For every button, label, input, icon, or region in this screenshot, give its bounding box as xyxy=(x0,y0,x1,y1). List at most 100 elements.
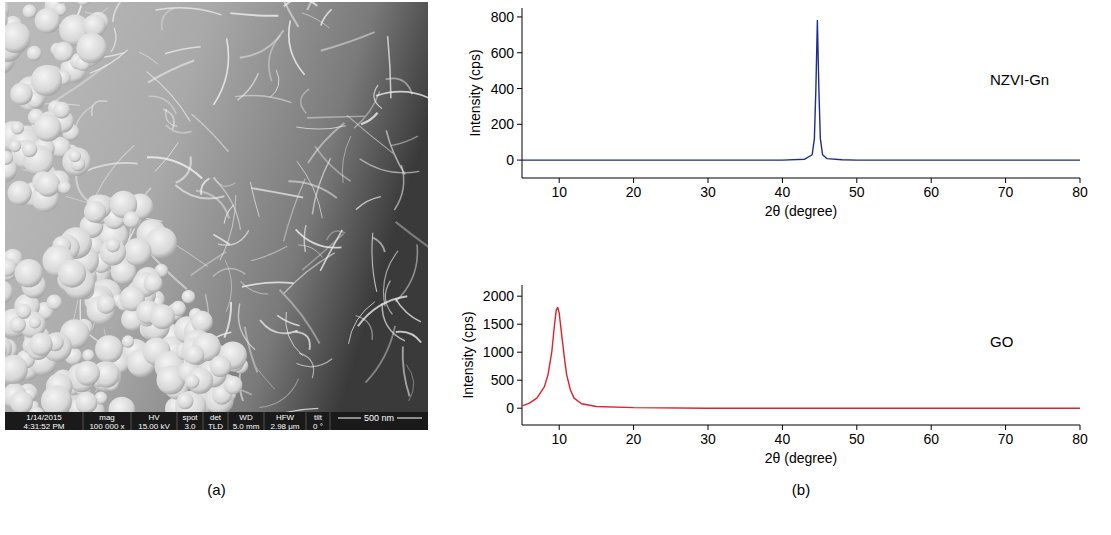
particle xyxy=(9,317,25,333)
y-tick-label: 2000 xyxy=(483,288,514,304)
flake xyxy=(155,143,178,172)
sem-image xyxy=(5,2,428,412)
y-tick-label: 200 xyxy=(491,116,515,132)
particle xyxy=(29,317,41,329)
flake xyxy=(235,96,291,103)
particle xyxy=(97,295,116,314)
particle xyxy=(31,65,62,96)
x-tick xyxy=(856,425,857,430)
flake xyxy=(256,367,275,389)
flake xyxy=(391,136,418,146)
flake xyxy=(396,332,421,343)
info-text: 5.0 mm xyxy=(233,422,260,431)
particle xyxy=(224,376,243,395)
flake xyxy=(307,116,365,118)
x-tick-label: 30 xyxy=(700,431,716,447)
x-tick-label: 60 xyxy=(923,431,939,447)
chart: 050010001500200010203040506070802θ (degr… xyxy=(460,285,1088,466)
figure: 1/14/20154:31:52 PMmag100 000 xHV15.00 k… xyxy=(0,0,1111,535)
flake xyxy=(277,315,299,325)
y-tick-label: 0 xyxy=(506,152,514,168)
particle xyxy=(122,335,134,347)
flake xyxy=(252,188,303,197)
y-tick-label: 1000 xyxy=(483,344,514,360)
flake xyxy=(284,2,317,6)
particle xyxy=(124,238,152,266)
particle xyxy=(9,140,21,152)
x-tick xyxy=(633,425,634,430)
flake xyxy=(302,13,330,28)
particle xyxy=(5,151,13,165)
info-text: 100 000 x xyxy=(89,422,124,431)
flake xyxy=(373,238,385,252)
y-tick xyxy=(517,16,522,17)
flake xyxy=(299,353,313,378)
x-axis-title: 2θ (degree) xyxy=(765,450,837,466)
particle xyxy=(22,142,38,158)
legend-label: NZVI-Gn xyxy=(990,71,1049,88)
info-text: 3.0 xyxy=(184,422,196,431)
info-divider xyxy=(264,412,265,430)
y-tick-label: 1500 xyxy=(483,316,514,332)
y-tick xyxy=(517,324,522,325)
flake xyxy=(396,299,421,322)
flake xyxy=(148,60,194,82)
flake xyxy=(238,303,255,349)
info-text: TLD xyxy=(208,422,223,431)
flake xyxy=(213,178,241,230)
plot-area xyxy=(522,307,1080,408)
x-tick-label: 80 xyxy=(1072,184,1088,200)
particle xyxy=(95,335,123,363)
flake xyxy=(280,290,320,344)
y-tick xyxy=(517,352,522,353)
particle xyxy=(53,42,73,62)
flake xyxy=(275,2,298,27)
flake xyxy=(196,191,229,219)
flake xyxy=(403,347,410,397)
flake xyxy=(166,125,191,133)
info-divider xyxy=(177,412,178,430)
x-axis-title: 2θ (degree) xyxy=(765,203,837,219)
flake xyxy=(111,28,116,52)
particle xyxy=(27,46,42,61)
sem-background xyxy=(5,2,428,412)
info-divider xyxy=(83,412,84,430)
particle xyxy=(76,392,98,412)
flake xyxy=(250,182,259,217)
flake xyxy=(304,225,306,252)
y-tick-label: 600 xyxy=(491,45,515,61)
x-tick-label: 10 xyxy=(551,431,567,447)
flake xyxy=(214,177,235,186)
flake xyxy=(260,320,298,333)
x-tick-label: 50 xyxy=(849,184,865,200)
particle xyxy=(84,201,106,223)
flake xyxy=(270,70,279,98)
flake xyxy=(192,114,229,152)
particle xyxy=(191,311,213,333)
info-divider xyxy=(330,412,331,430)
particle xyxy=(16,304,31,319)
info-text: 2.98 μm xyxy=(270,422,299,431)
flake xyxy=(96,145,134,195)
plot-area xyxy=(522,21,1080,161)
flake xyxy=(396,222,428,250)
flake xyxy=(308,123,344,163)
flake xyxy=(321,32,375,51)
particle xyxy=(5,22,31,53)
scale-bar-gap xyxy=(361,413,397,424)
flake xyxy=(284,179,306,242)
y-tick-label: 800 xyxy=(491,9,515,25)
flake xyxy=(288,181,336,198)
flake xyxy=(347,115,393,153)
y-axis-title: Intensity (cps) xyxy=(460,311,476,398)
flake xyxy=(92,101,107,116)
particle xyxy=(58,181,71,194)
chart: 020040060080010203040506070802θ (degree)… xyxy=(467,8,1088,219)
particle xyxy=(76,33,106,63)
flake xyxy=(191,252,227,276)
series-line xyxy=(522,21,1080,161)
flake xyxy=(251,246,287,260)
particle xyxy=(35,8,60,33)
particle xyxy=(7,181,31,205)
x-tick xyxy=(1005,425,1006,430)
